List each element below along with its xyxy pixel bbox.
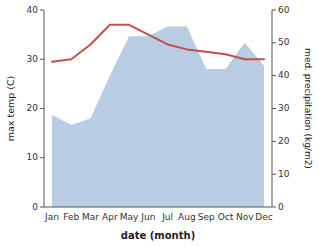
y2-tick <box>272 10 276 11</box>
y2-tick-label: 0 <box>278 202 284 212</box>
y2-tick <box>272 42 276 43</box>
y2-tick-label: 20 <box>278 136 290 146</box>
y2-axis-label: med. precipitation (kg/m2) <box>303 48 313 169</box>
y2-tick-label: 50 <box>278 37 290 47</box>
x-tick-label: Dec <box>255 212 272 222</box>
precipitation-area <box>52 26 264 207</box>
temperature-line <box>52 25 264 62</box>
x-tick-label: May <box>120 212 139 222</box>
x-tick-label: Feb <box>63 212 79 222</box>
x-axis-line <box>44 207 272 208</box>
y-tick <box>40 59 44 60</box>
x-tick-label: Mar <box>82 212 99 222</box>
y2-tick <box>272 141 276 142</box>
y2-tick <box>272 75 276 76</box>
x-tick-label: Jan <box>44 212 59 222</box>
x-tick-label: Apr <box>102 212 118 222</box>
y2-tick-label: 30 <box>278 103 290 113</box>
chart: 0 10 20 30 40 0 10 20 30 40 50 60 Jan FebMarAprMayJun… <box>0 0 318 247</box>
y2-tick-label: 10 <box>278 169 290 179</box>
y-tick-label: 40 <box>27 5 39 15</box>
x-tick-label: Aug <box>178 212 196 222</box>
x-axis-label: date (month) <box>121 230 195 241</box>
y2-tick-label: 60 <box>278 5 290 15</box>
chart-container: 0 10 20 30 40 0 10 20 30 40 50 60 Jan FebMarAprMayJun… <box>0 0 318 247</box>
y-tick <box>40 207 44 208</box>
y-tick-label: 20 <box>27 103 39 113</box>
y2-tick <box>272 174 276 175</box>
y-tick-label: 30 <box>27 54 39 64</box>
y-tick <box>40 108 44 109</box>
y-tick <box>40 157 44 158</box>
y2-tick <box>272 207 276 208</box>
y-tick <box>40 10 44 11</box>
y2-tick-label: 40 <box>278 70 290 80</box>
y2-tick <box>272 108 276 109</box>
y-tick-label: 10 <box>27 152 39 162</box>
x-tick-label: Jul <box>161 212 173 222</box>
x-tick-label: Sep <box>198 212 215 222</box>
x-tick-label: Oct <box>218 212 234 222</box>
x-tick-label: Nov <box>236 212 254 222</box>
x-tick-label: Jun <box>140 212 155 222</box>
y-tick-label: 0 <box>32 202 38 212</box>
plot-area <box>52 25 264 207</box>
y-axis-label: max temp (C) <box>5 76 16 142</box>
